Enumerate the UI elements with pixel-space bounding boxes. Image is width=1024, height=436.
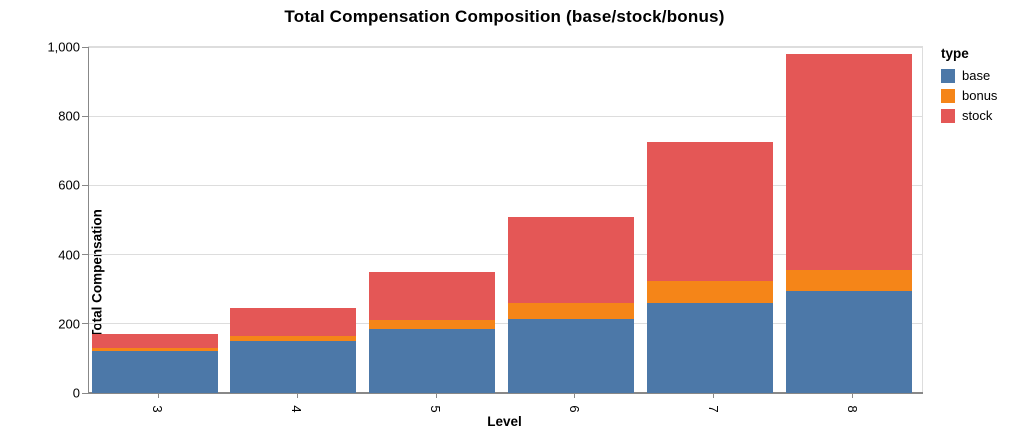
bar-segment-bonus-level-3 — [91, 348, 218, 352]
bar-segment-bonus-level-5 — [369, 320, 496, 329]
x-tick — [435, 393, 437, 398]
y-tick-label: 0 — [72, 385, 80, 401]
y-tick-label: 400 — [58, 247, 80, 263]
bar-segment-base-level-5 — [369, 329, 496, 393]
legend-item-base: base — [941, 69, 997, 83]
legend-label: base — [962, 68, 991, 83]
x-axis-line — [88, 392, 923, 394]
bar-segment-stock-level-6 — [508, 216, 634, 304]
legend-item-bonus: bonus — [941, 89, 997, 103]
legend-item-stock: stock — [941, 109, 997, 123]
x-tick — [852, 393, 854, 398]
y-axis-line — [88, 47, 89, 393]
bar-segment-stock-level-5 — [369, 271, 496, 321]
bar-segment-stock-level-3 — [91, 334, 218, 349]
bar-segment-bonus-level-6 — [508, 303, 634, 319]
legend-label: bonus — [962, 88, 998, 103]
y-tick — [82, 46, 88, 48]
x-tick — [713, 393, 715, 398]
legend: type base bonus stock — [941, 46, 997, 129]
plot-area: Total Compensation 0 200 400 600 800 1,000 3 4 5… — [47, 40, 923, 413]
y-tick-label: 200 — [58, 316, 80, 332]
legend-title: type — [941, 46, 969, 61]
gridline-y-200 — [89, 323, 922, 325]
legend-swatch-stock — [941, 109, 955, 123]
bar-level-5 — [369, 47, 496, 393]
bar-segment-base-level-4 — [230, 341, 357, 393]
y-tick-label: 600 — [58, 177, 80, 193]
legend-label: stock — [962, 108, 993, 123]
gridline-y-600 — [89, 184, 922, 186]
bar-segment-bonus-level-7 — [646, 280, 773, 304]
x-tick — [157, 393, 159, 398]
bar-segment-bonus-level-4 — [230, 335, 357, 342]
x-axis-title: Level — [487, 414, 522, 429]
legend-swatch-bonus — [941, 89, 955, 103]
y-tick — [82, 254, 88, 256]
legend-swatch-base — [941, 69, 955, 83]
bar-segment-stock-level-4 — [230, 308, 357, 336]
bar-level-7 — [646, 47, 773, 393]
bar-segment-stock-level-7 — [646, 142, 773, 281]
y-tick — [82, 115, 88, 117]
bar-segment-base-level-6 — [508, 318, 634, 393]
bar-segment-stock-level-8 — [785, 53, 912, 271]
y-tick — [82, 392, 88, 394]
gridline-y-800 — [89, 115, 922, 117]
bar-level-6 — [508, 47, 634, 393]
chart-title: Total Compensation Composition (base/sto… — [284, 7, 725, 26]
x-tick — [296, 393, 298, 398]
y-tick — [82, 323, 88, 325]
bar-level-3 — [91, 47, 218, 393]
bar-segment-base-level-7 — [646, 303, 773, 393]
y-tick-label: 800 — [58, 108, 80, 124]
gridline-y-1000 — [89, 46, 922, 48]
y-tick — [82, 184, 88, 186]
bar-segment-base-level-8 — [785, 290, 912, 393]
gridline-y-400 — [89, 254, 922, 256]
bar-segment-bonus-level-8 — [785, 270, 912, 291]
x-tick — [574, 393, 576, 398]
bar-level-8 — [785, 47, 912, 393]
y-tick-label: 1,000 — [47, 39, 80, 55]
bar-segment-base-level-3 — [91, 351, 218, 393]
bar-level-4 — [230, 47, 357, 393]
